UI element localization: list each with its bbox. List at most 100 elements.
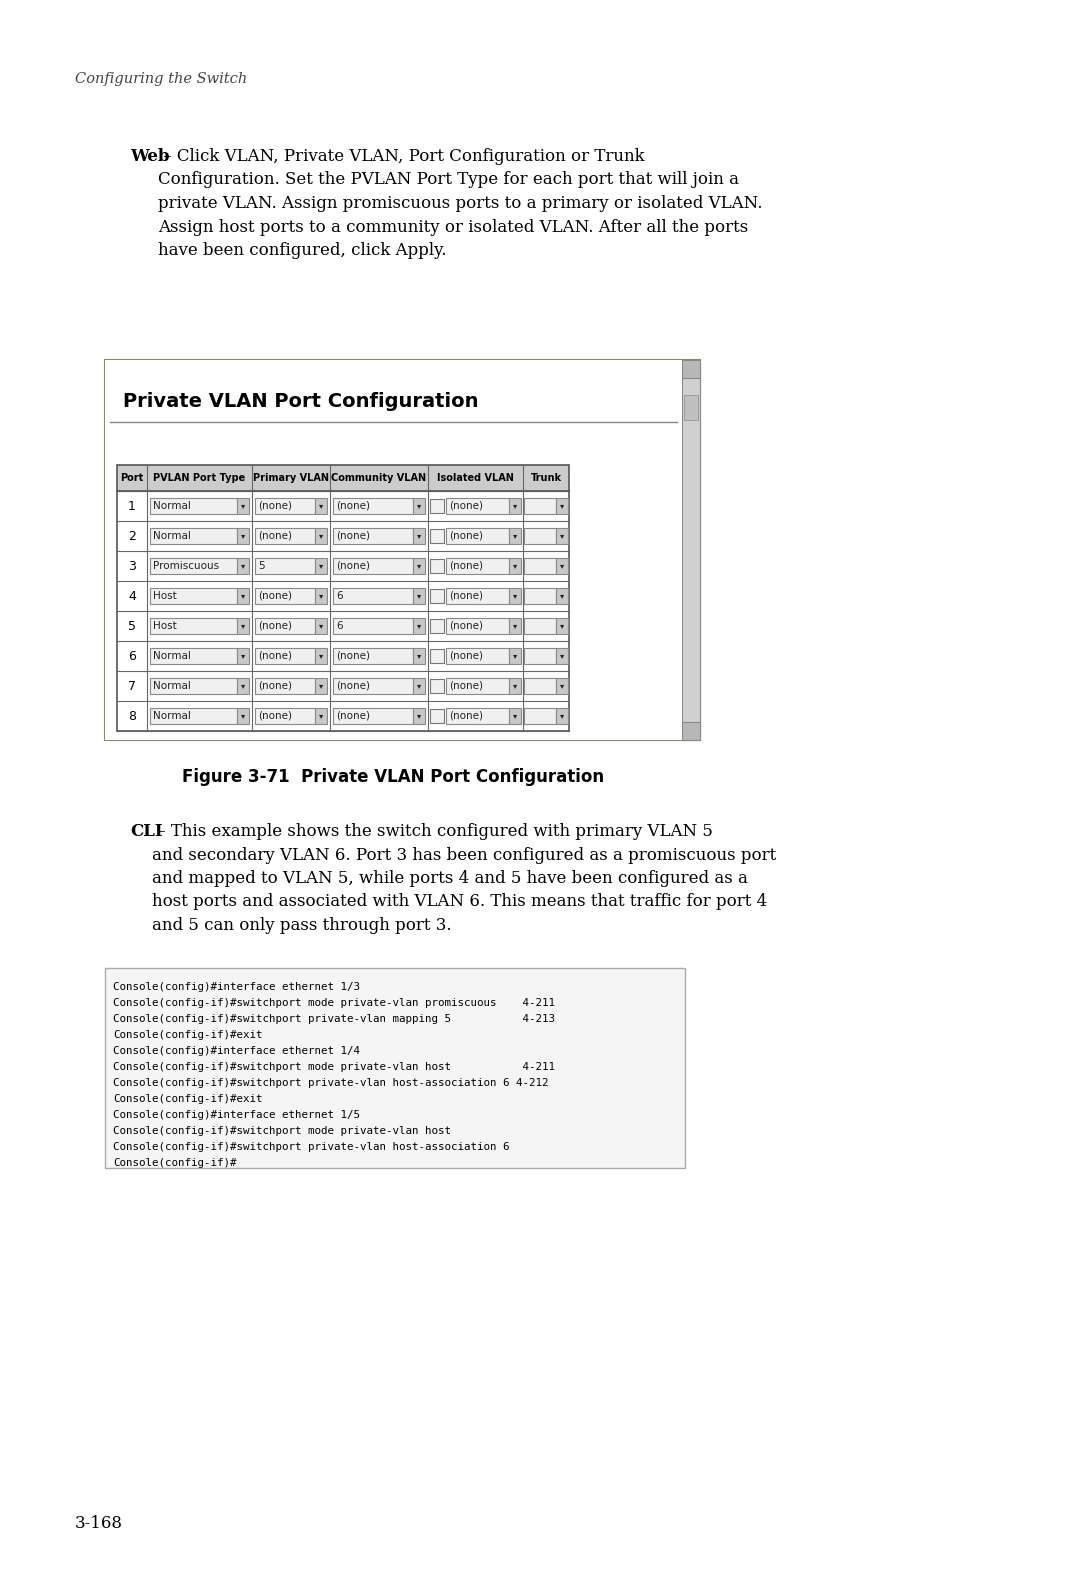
Text: ▾: ▾ [513, 711, 517, 721]
Text: 3: 3 [129, 559, 136, 573]
Bar [237, 589, 249, 604]
Text: 6: 6 [336, 590, 342, 601]
Bar [237, 678, 249, 694]
Bar [446, 589, 509, 604]
Text: Host: Host [153, 590, 177, 601]
Bar [237, 708, 249, 724]
Bar [105, 360, 681, 739]
Text: ▾: ▾ [513, 501, 517, 510]
Text: Console(config)#interface ethernet 1/4: Console(config)#interface ethernet 1/4 [113, 1046, 360, 1057]
Text: (none): (none) [449, 622, 483, 631]
Bar [524, 589, 556, 604]
Text: (none): (none) [336, 501, 370, 510]
Bar [430, 678, 444, 692]
Text: 7: 7 [129, 680, 136, 692]
Text: ▾: ▾ [319, 532, 323, 540]
Bar [430, 710, 444, 724]
Text: Console(config-if)#exit: Console(config-if)#exit [113, 1030, 262, 1039]
Text: Console(config)#interface ethernet 1/5: Console(config)#interface ethernet 1/5 [113, 1110, 360, 1119]
Bar [556, 557, 568, 575]
Text: Console(config-if)#switchport private-vlan mapping 5           4-213: Console(config-if)#switchport private-vl… [113, 1014, 555, 1024]
Bar [413, 589, 426, 604]
Bar [413, 557, 426, 575]
Bar [509, 557, 521, 575]
Text: ▾: ▾ [319, 711, 323, 721]
Bar [681, 360, 700, 739]
Bar [237, 557, 249, 575]
Bar [237, 619, 249, 634]
Text: ▾: ▾ [319, 652, 323, 661]
Bar [413, 648, 426, 664]
Text: ▾: ▾ [559, 562, 564, 570]
Bar [413, 708, 426, 724]
Bar [333, 589, 413, 604]
Bar [237, 528, 249, 543]
Text: (none): (none) [449, 681, 483, 691]
Text: 1: 1 [129, 499, 136, 512]
Bar [446, 678, 509, 694]
Bar [315, 708, 327, 724]
Bar [255, 648, 315, 664]
Text: (none): (none) [449, 711, 483, 721]
Text: Private VLAN Port Configuration: Private VLAN Port Configuration [123, 392, 478, 411]
Bar [315, 678, 327, 694]
Bar [524, 708, 556, 724]
Text: 4: 4 [129, 589, 136, 603]
Bar [524, 678, 556, 694]
Text: Console(config-if)#switchport private-vlan host-association 6: Console(config-if)#switchport private-vl… [113, 1141, 510, 1152]
Bar [524, 619, 556, 634]
Bar [315, 557, 327, 575]
Text: Figure 3-71  Private VLAN Port Configuration: Figure 3-71 Private VLAN Port Configurat… [183, 768, 605, 787]
Bar [150, 589, 237, 604]
Text: ▾: ▾ [417, 711, 421, 721]
Bar [237, 498, 249, 513]
Bar [255, 557, 315, 575]
Bar [413, 619, 426, 634]
Text: Web: Web [130, 148, 170, 165]
Bar [524, 557, 556, 575]
Text: (none): (none) [449, 560, 483, 571]
Bar [255, 708, 315, 724]
Text: ▾: ▾ [241, 501, 245, 510]
Text: ▾: ▾ [513, 622, 517, 631]
Text: (none): (none) [336, 681, 370, 691]
Text: ▾: ▾ [319, 592, 323, 600]
Text: ▾: ▾ [241, 532, 245, 540]
Bar [413, 498, 426, 513]
Text: 5: 5 [129, 620, 136, 633]
Text: Trunk: Trunk [530, 473, 562, 484]
Bar [315, 648, 327, 664]
Text: Primary VLAN: Primary VLAN [253, 473, 329, 484]
Text: 6: 6 [336, 622, 342, 631]
Text: (none): (none) [258, 652, 292, 661]
Text: (none): (none) [258, 622, 292, 631]
Bar [333, 498, 413, 513]
Text: Isolated VLAN: Isolated VLAN [437, 473, 514, 484]
Bar [556, 498, 568, 513]
Text: Normal: Normal [153, 681, 191, 691]
Bar [315, 498, 327, 513]
Text: (none): (none) [336, 531, 370, 542]
Text: ▾: ▾ [559, 652, 564, 661]
Text: Normal: Normal [153, 501, 191, 510]
Bar [150, 708, 237, 724]
Bar [333, 648, 413, 664]
Bar [556, 528, 568, 543]
Text: ▾: ▾ [241, 681, 245, 691]
Text: (none): (none) [449, 652, 483, 661]
Bar [509, 708, 521, 724]
Bar [509, 678, 521, 694]
Bar [315, 589, 327, 604]
Text: ▾: ▾ [241, 711, 245, 721]
Bar [524, 498, 556, 513]
Text: (none): (none) [258, 501, 292, 510]
Bar [150, 528, 237, 543]
Text: (none): (none) [336, 652, 370, 661]
Bar [556, 589, 568, 604]
Text: 3-168: 3-168 [75, 1515, 123, 1532]
Text: Console(config)#interface ethernet 1/3: Console(config)#interface ethernet 1/3 [113, 981, 360, 992]
Bar [430, 499, 444, 513]
Text: 8: 8 [129, 710, 136, 722]
Text: Console(config-if)#switchport mode private-vlan host: Console(config-if)#switchport mode priva… [113, 1126, 451, 1137]
Text: Normal: Normal [153, 652, 191, 661]
